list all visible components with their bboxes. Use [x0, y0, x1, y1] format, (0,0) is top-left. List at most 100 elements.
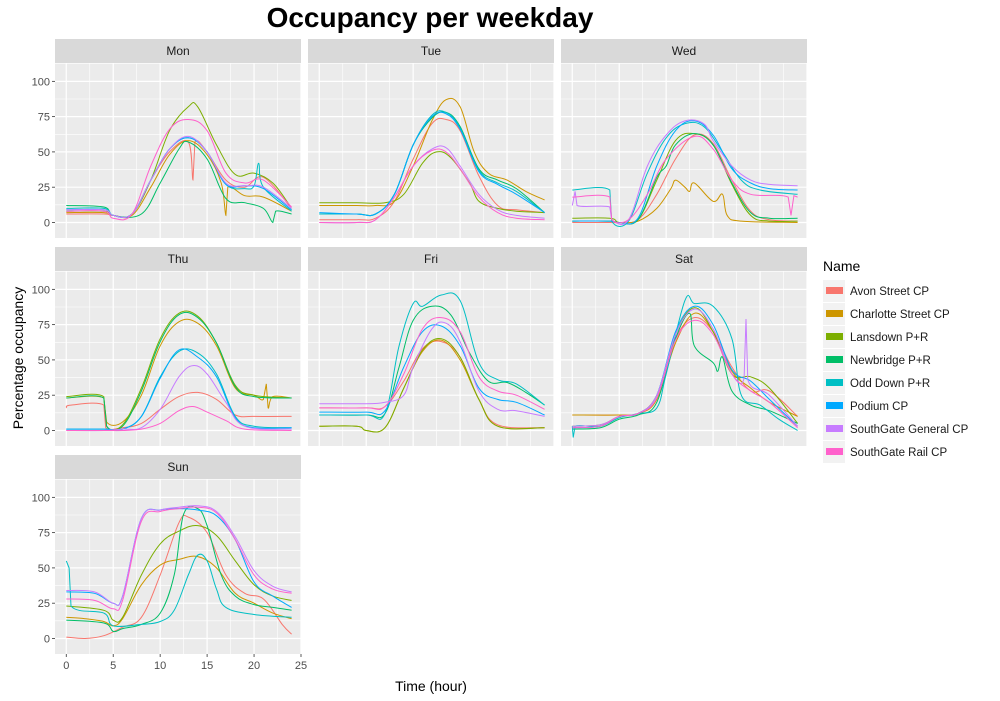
- y-tick-label: 0: [44, 217, 50, 229]
- legend-item: Podium CP: [823, 395, 908, 417]
- series-line-southgate-rail-cp: [66, 506, 292, 611]
- series-line-southgate-general-cp: [319, 321, 545, 417]
- legend-swatch: [826, 448, 843, 455]
- y-tick-label: 100: [32, 76, 50, 88]
- x-tick-label: 10: [154, 660, 166, 672]
- series-line-odd-down-p-r: [572, 121, 798, 227]
- series-line-charlotte-street-cp: [66, 555, 292, 627]
- facet-strip: [308, 247, 554, 271]
- x-tick-label: 5: [110, 660, 116, 672]
- y-tick-label: 25: [38, 598, 50, 610]
- facet-panel-fri: Fri: [308, 247, 555, 446]
- series-line-southgate-rail-cp: [319, 317, 545, 411]
- series-line-southgate-rail-cp: [66, 118, 292, 221]
- legend-item: Charlotte Street CP: [823, 303, 950, 325]
- legend-item: Lansdown P+R: [823, 326, 928, 348]
- y-tick-label: 75: [38, 528, 50, 540]
- facet-strip: [561, 247, 807, 271]
- facet-panel-sat: Sat: [561, 247, 808, 446]
- facet-panel-mon: Mon 0 25 50 75 100: [32, 39, 302, 238]
- facet-panel-thu: Thu 0 25 50 75 100: [32, 247, 302, 446]
- legend-label: Podium CP: [850, 401, 908, 413]
- facet-strip-label: Tue: [421, 44, 442, 58]
- y-tick-label: 25: [38, 182, 50, 194]
- series-line-avon-street-cp: [319, 117, 545, 221]
- facet-strip-label: Thu: [168, 252, 189, 266]
- legend-label: SouthGate Rail CP: [850, 447, 947, 459]
- legend: Name Avon Street CP Charlotte Street CP La…: [823, 258, 969, 463]
- y-tick-label: 25: [38, 390, 50, 402]
- series-line-charlotte-street-cp: [66, 318, 292, 426]
- panel-background: [55, 479, 301, 654]
- legend-title: Name: [823, 258, 861, 274]
- facet-strip-label: Sat: [675, 252, 694, 266]
- legend-label: SouthGate General CP: [850, 424, 969, 436]
- legend-swatch: [826, 356, 843, 363]
- legend-item: Newbridge P+R: [823, 349, 931, 371]
- facet-strip: [55, 247, 301, 271]
- legend-swatch: [826, 402, 843, 409]
- legend-label: Newbridge P+R: [850, 355, 931, 367]
- y-tick-label: 50: [38, 147, 50, 159]
- y-tick-label: 75: [38, 112, 50, 124]
- y-axis-title: Percentage occupancy: [10, 287, 26, 429]
- x-tick-label: 0: [63, 660, 69, 672]
- series-line-lansdown-p-r: [319, 337, 545, 433]
- series-line-odd-down-p-r: [319, 292, 545, 420]
- facet-strip-label: Wed: [672, 44, 696, 58]
- series-line-southgate-rail-cp: [66, 405, 292, 432]
- x-axis-title: Time (hour): [395, 678, 467, 694]
- legend-label: Avon Street CP: [850, 286, 929, 298]
- legend-label: Charlotte Street CP: [850, 309, 950, 321]
- series-line-charlotte-street-cp: [572, 179, 798, 224]
- y-tick-label: 50: [38, 355, 50, 367]
- legend-swatch: [826, 287, 843, 294]
- legend-swatch: [826, 379, 843, 386]
- y-tick-label: 100: [32, 284, 50, 296]
- legend-item: Odd Down P+R: [823, 372, 930, 394]
- legend-item: SouthGate Rail CP: [823, 441, 947, 463]
- series-line-newbridge-p-r: [66, 505, 292, 633]
- facet-panel-sun: Sun 0 25 50 75 100 0 5 10 15 20 25: [32, 455, 307, 672]
- legend-label: Lansdown P+R: [850, 332, 928, 344]
- y-tick-label: 0: [44, 633, 50, 645]
- chart-title: Occupancy per weekday: [266, 2, 594, 33]
- facet-strip-label: Sun: [167, 460, 188, 474]
- series-line-charlotte-street-cp: [319, 97, 545, 207]
- series-line-lansdown-p-r: [66, 524, 292, 623]
- legend-swatch: [826, 425, 843, 432]
- series-line-lansdown-p-r: [319, 151, 545, 214]
- legend-swatch: [826, 310, 843, 317]
- facet-strip: [55, 455, 301, 479]
- y-tick-label: 0: [44, 425, 50, 437]
- y-tick-label: 75: [38, 320, 50, 332]
- series-line-podium-cp: [319, 111, 545, 217]
- facet-strip: [561, 39, 807, 63]
- series-line-avon-street-cp: [65, 391, 292, 431]
- series-line-southgate-general-cp: [66, 505, 292, 607]
- series-line-southgate-rail-cp: [572, 135, 798, 224]
- y-tick-label: 50: [38, 563, 50, 575]
- legend-item: Avon Street CP: [823, 280, 929, 302]
- series-line-southgate-general-cp: [66, 135, 292, 218]
- x-tick-label: 25: [295, 660, 307, 672]
- panel-background: [561, 271, 807, 446]
- x-tick-label: 15: [201, 660, 213, 672]
- series-line-podium-cp: [319, 324, 545, 416]
- facet-strip: [308, 39, 554, 63]
- series-line-southgate-rail-cp: [319, 148, 545, 224]
- series-line-southgate-general-cp: [66, 365, 292, 432]
- facet-panel-tue: Tue: [308, 39, 555, 238]
- legend-label: Odd Down P+R: [850, 378, 930, 390]
- series-line-newbridge-p-r: [572, 312, 798, 430]
- facet-strip-label: Fri: [424, 252, 438, 266]
- series-line-odd-down-p-r: [571, 295, 798, 438]
- x-tick-label: 20: [248, 660, 260, 672]
- y-tick-label: 100: [32, 492, 50, 504]
- legend-item: SouthGate General CP: [823, 418, 969, 440]
- facet-strip-label: Mon: [166, 44, 189, 58]
- panel-background: [561, 63, 807, 238]
- series-line-southgate-general-cp: [571, 119, 798, 225]
- facet-panel-wed: Wed: [561, 39, 808, 238]
